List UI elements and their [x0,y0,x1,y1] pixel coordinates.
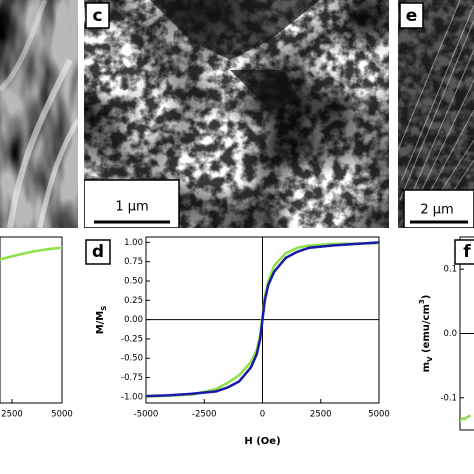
x-tick-label: -5000 [134,410,159,420]
y-tick-label: 0.50 [124,277,143,287]
y-axis-label-part: 3 [418,299,426,304]
charts: 2500 5000-1.00-0.75-0.50-0.250.000.250.50… [0,236,474,447]
x-tick-label: 5000 [368,410,390,420]
data-line [146,241,379,398]
y-axis-label-part: S [100,306,108,311]
chart: 2500 5000 [0,236,73,420]
y-tick-label: 0.0 [443,329,457,339]
sem-image-e [398,0,474,228]
data-line [0,246,62,261]
y-tick-label: -0.1 [440,393,457,403]
y-axis-label: mV (emu/cm3) [418,295,434,373]
axes-frame [0,236,63,404]
panel-label: f [463,242,471,262]
y-tick-label: 0.25 [124,296,143,306]
y-axis-label-part: (emu/cm [421,304,432,356]
x-tick-label: -2500 [192,410,217,420]
y-tick-label: -0.25 [121,334,143,344]
y-axis-label-part: M/M [95,311,106,335]
chart: -1.00 -0.75 -0.50 -0.25 0.00 0.25 0.50 0.75 1.00… [85,236,390,447]
y-tick-label: 0.00 [124,315,143,325]
sem-image-c [84,0,389,228]
y-tick-label: -0.75 [121,373,143,383]
data-line [460,414,471,422]
y-tick-label: 0.1 [443,265,457,275]
y-tick-label: 1.00 [124,238,143,248]
y-tick-label: 0.75 [124,257,143,267]
x-tick-label: 2500 [310,410,332,420]
scale-bar-label: 1 μm [115,200,148,215]
panel-label-box [454,239,474,265]
x-tick-label: 5000 [51,410,73,420]
y-axis-label: M/MS [95,306,108,335]
scale-bar-label: 2 μm [420,203,453,218]
sem-image-a [0,0,78,228]
y-tick-label: -0.50 [121,354,143,364]
chart: -0.1 0.0 0.1 mV (emu/cm3) f [418,236,474,431]
y-axis-label-part: m [421,362,432,372]
panel-label: c [92,6,102,26]
x-axis-label: H (Oe) [244,436,280,447]
panel-label: d [92,242,104,262]
x-tick-label: 0 [260,410,265,420]
y-axis-label-part: ) [421,295,432,300]
y-axis-label-part: V [426,356,434,362]
y-tick-label: -1.00 [121,392,143,402]
panel-label-box [85,239,111,265]
panel-label: e [406,6,418,26]
x-tick-label: 2500 [1,410,23,420]
